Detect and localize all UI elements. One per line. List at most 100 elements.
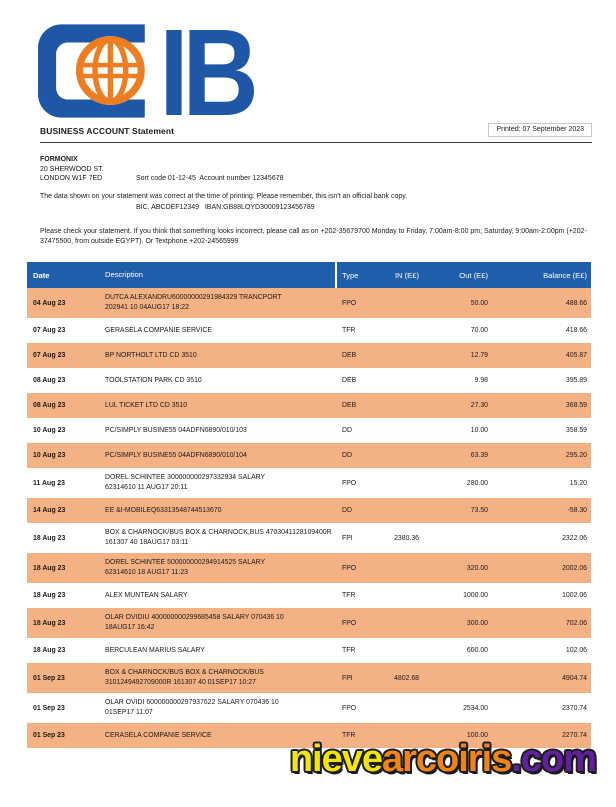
cell-date: 18 Aug 23 [33, 564, 66, 572]
cell-description: PC/SIMPLY BUSINE55 04ADFN6890/010/103 [105, 426, 247, 434]
cell-description: OLAR OVIDIU 400000000299685458 SALARY 07… [105, 614, 284, 631]
cell-date: 18 Aug 23 [33, 619, 66, 627]
table-row: 08 Aug 23 TOOLSTATION PARK CD 3510 DEB 9.98… [27, 368, 591, 393]
cell-date: 08 Aug 23 [33, 402, 66, 409]
cell-balance: 4904.74 [562, 674, 587, 682]
cell-type: TFR [342, 647, 356, 654]
table-row: 01 Sep 23 BOX & CHARNOCK/BUS BOX & CHARNO… [27, 663, 591, 693]
cell-type: DD [342, 507, 352, 514]
cell-balance: 2322.06 [562, 534, 587, 542]
header-divider [40, 142, 592, 143]
cell-out: 73.50 [470, 507, 488, 514]
cell-in: 4802.68 [394, 674, 419, 682]
cell-type: FPO [342, 564, 357, 572]
cell-date: 18 Aug 23 [33, 592, 66, 599]
logo-letters-ib: IB [159, 4, 254, 141]
account-address-line1: 20 SHERWOOD ST. [40, 165, 104, 173]
cell-type: FPI [342, 674, 353, 682]
table-header-row: Date Description Type IN (E£) Out (E£) B… [27, 262, 591, 288]
header-in: IN (E£) [394, 270, 419, 280]
header-row: BUSINESS ACCOUNT Statement Printed: 07 S… [40, 123, 592, 137]
cell-description: BOX & CHARNOCK/BUS BOX & CHARNOCK,BUS 47… [105, 529, 332, 546]
watermark-segment: arcoiris [381, 738, 512, 780]
cell-description: BP NORTHOLT LTD CD 3510 [105, 351, 197, 359]
header-balance: Balance (E£) [543, 270, 587, 280]
cell-out: 63.39 [470, 452, 488, 459]
cell-description: PC/SIMPLY BUSINE55 04ADFN6890/010/104 [105, 451, 247, 459]
table-row: 14 Aug 23 EE &I-MOBILEQ63313548744513670 D… [27, 498, 591, 523]
cell-type: TFR [342, 327, 356, 334]
header-date: Date [33, 270, 50, 280]
header-description: Description [105, 270, 143, 279]
cell-type: FPO [342, 704, 357, 712]
cell-type: DEB [342, 402, 357, 409]
cell-description: CERASELA COMPANIE SERVICE [105, 731, 212, 739]
table-row: 10 Aug 23 PC/SIMPLY BUSINE55 04ADFN6890/0… [27, 418, 591, 443]
cell-type: FPO [342, 299, 357, 307]
cell-description: DUTCA ALEXANDRU60000000291984329 TRANCPO… [105, 294, 282, 311]
cell-type: FPI [342, 534, 353, 542]
cell-date: 04 Aug 23 [33, 299, 66, 307]
table-row: 11 Aug 23 DOREL SCHINTEE 3000000002973329… [27, 468, 591, 498]
printed-date: Printed: 07 September 2023 [488, 123, 592, 137]
cell-date: 18 Aug 23 [33, 647, 66, 654]
cell-date: 14 Aug 23 [33, 507, 66, 514]
cell-out: 300.00 [466, 619, 488, 627]
watermark-segment: .com [511, 738, 597, 780]
header-out: Out (E£) [459, 270, 488, 280]
cell-date: 07 Aug 23 [33, 352, 66, 359]
cell-out: 2534.00 [463, 704, 488, 712]
cell-description: TOOLSTATION PARK CD 3510 [105, 376, 202, 384]
cell-balance: 368.59 [565, 402, 587, 409]
account-holder-name: FORMONIX [40, 156, 78, 163]
cell-description: BERCULEAN MARIUS SALARY [105, 646, 205, 654]
cell-out: 10.00 [470, 427, 488, 434]
table-row: 01 Sep 23 CERASELA COMPANIE SERVICE TFR 100… [27, 723, 591, 748]
logo-letter-c [38, 24, 145, 118]
cell-out: 100.00 [466, 732, 488, 739]
cell-date: 07 Aug 23 [33, 327, 66, 334]
cell-out: 9.98 [474, 377, 488, 384]
cell-out: 1000.00 [463, 592, 488, 599]
header-type: Type [342, 270, 359, 280]
table-row: 18 Aug 23 BERCULEAN MARIUS SALARY TFR 600.0… [27, 638, 591, 663]
cell-type: DD [342, 427, 352, 434]
cib-logo-graphic: IB [38, 4, 261, 142]
cell-description: EE &I-MOBILEQ63313548744513670 [105, 506, 222, 514]
cell-description: GERASELA COMPANIE SERVICE [105, 326, 212, 334]
cell-out: 27.30 [470, 402, 488, 409]
cell-balance: 358.59 [565, 427, 587, 434]
table-row: 18 Aug 23 ALEX MUNTEAN SALARY TFR 1000.00 10… [27, 583, 591, 608]
cell-type: DD [342, 452, 352, 459]
cell-type: TFR [342, 592, 356, 599]
page-title: BUSINESS ACCOUNT Statement [40, 126, 175, 136]
cell-balance: 1002.06 [562, 592, 587, 599]
globe-icon [76, 36, 145, 105]
cell-type: DEB [342, 377, 357, 384]
cell-out: 600.00 [466, 647, 488, 654]
site-watermark: nievearcoiris.com [289, 738, 597, 781]
table-row: 18 Aug 23 BOX & CHARNOCK/BUS BOX & CHARNO… [27, 523, 591, 553]
correctness-notice: The data shown on your statement was cor… [40, 193, 408, 200]
table-row: 10 Aug 23 PC/SIMPLY BUSINE55 04ADFN6890/0… [27, 443, 591, 468]
table-row: 18 Aug 23 DOREL SCHINTEE 5000000002949145… [27, 553, 591, 583]
account-codes-block: Sort code 01-12-45 Account number 123456… [136, 155, 315, 232]
cell-description: ALEX MUNTEAN SALARY [105, 591, 188, 599]
table-row: 04 Aug 23 DUTCA ALEXANDRU6000000029198432… [27, 288, 591, 318]
cell-out: 50.00 [470, 299, 488, 307]
watermark-segment: nieve [289, 738, 383, 780]
table-row: 07 Aug 23 GERASELA COMPANIE SERVICE TFR 70.… [27, 318, 591, 343]
cell-balance: 15.20 [569, 479, 587, 487]
cell-date: 08 Aug 23 [33, 377, 66, 384]
cell-balance: 295.20 [565, 452, 587, 459]
cell-out: 70.00 [470, 327, 488, 334]
check-statement-notice: Please check your statement. If you thin… [40, 228, 587, 245]
cell-out: 320.00 [466, 564, 488, 572]
cell-type: FPO [342, 479, 357, 487]
cell-date: 10 Aug 23 [33, 427, 66, 434]
cell-out: 12.79 [470, 352, 488, 359]
cell-balance: 418.66 [565, 327, 587, 334]
table-row: 01 Sep 23 OLAR OVIDI 600000000297937622 S… [27, 693, 591, 723]
account-address-line2: LONDON W1F 7ED [40, 175, 103, 183]
